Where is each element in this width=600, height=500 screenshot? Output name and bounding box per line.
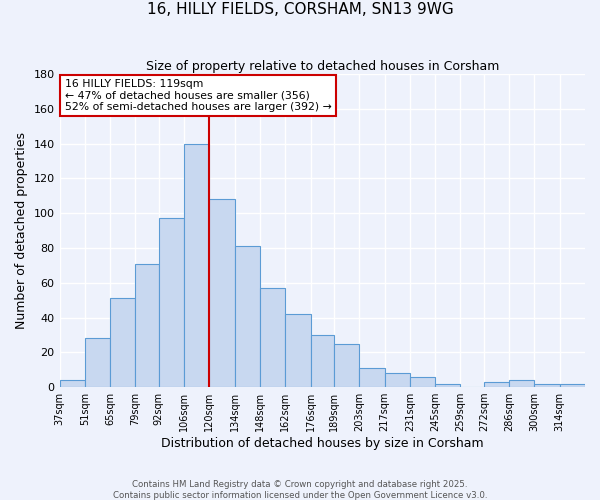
Bar — [334, 344, 359, 387]
Bar — [311, 335, 334, 387]
Bar — [484, 382, 509, 387]
Bar — [110, 298, 136, 387]
Bar — [535, 384, 560, 387]
X-axis label: Distribution of detached houses by size in Corsham: Distribution of detached houses by size … — [161, 437, 484, 450]
Bar — [235, 246, 260, 387]
Text: Contains HM Land Registry data © Crown copyright and database right 2025.
Contai: Contains HM Land Registry data © Crown c… — [113, 480, 487, 500]
Y-axis label: Number of detached properties: Number of detached properties — [15, 132, 28, 329]
Bar — [59, 380, 85, 387]
Bar — [410, 376, 435, 387]
Title: Size of property relative to detached houses in Corsham: Size of property relative to detached ho… — [146, 60, 499, 73]
Bar — [385, 373, 410, 387]
Text: 16 HILLY FIELDS: 119sqm
← 47% of detached houses are smaller (356)
52% of semi-d: 16 HILLY FIELDS: 119sqm ← 47% of detache… — [65, 79, 332, 112]
Bar — [509, 380, 535, 387]
Bar — [136, 264, 159, 387]
Bar — [560, 384, 585, 387]
Bar — [209, 200, 235, 387]
Bar — [285, 314, 311, 387]
Bar — [435, 384, 460, 387]
Bar — [184, 144, 209, 387]
Bar — [359, 368, 385, 387]
Text: 16, HILLY FIELDS, CORSHAM, SN13 9WG: 16, HILLY FIELDS, CORSHAM, SN13 9WG — [146, 2, 454, 18]
Bar — [159, 218, 184, 387]
Bar — [85, 338, 110, 387]
Bar — [260, 288, 285, 387]
